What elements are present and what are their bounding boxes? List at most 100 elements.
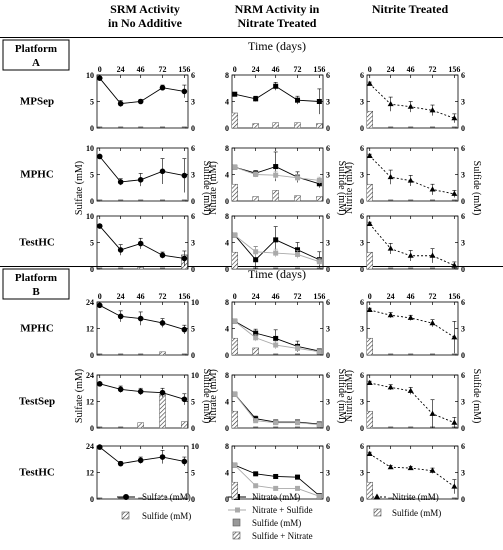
data-point (96, 302, 103, 309)
x-tick-label: 0 (98, 65, 102, 74)
data-point (429, 107, 436, 113)
y2-tick-label: 5 (191, 398, 195, 407)
sulfide-bar (137, 422, 144, 429)
panel-a-mphc-nit: 0 3 6 0 3 6 (360, 144, 465, 206)
plot-frame (366, 301, 459, 356)
y-tick-label: 8 (225, 144, 229, 153)
y-tick-label: 8 (225, 371, 229, 380)
data-point (451, 190, 458, 196)
legend-nrm-sulfide: Sulfide (mM) (252, 518, 301, 528)
y-tick-label: 4 (225, 171, 229, 180)
panel-b-testsep-nit: 0 3 6 0 3 6 (360, 371, 465, 433)
x-tick-label: 0 (233, 65, 237, 74)
y-tick-label: 0 (360, 197, 364, 206)
x-tick-label: 46 (407, 65, 415, 74)
y-tick-label: 3 (360, 469, 364, 478)
col-header-srm-line2: in No Additive (108, 16, 183, 30)
data-point (387, 384, 394, 390)
sulfide-bar (272, 122, 279, 129)
panel-b-testhc-srm: TestHC 0 12 24 0 5 10 (19, 442, 199, 504)
y-tick-label: 0 (225, 124, 229, 133)
data-point (181, 255, 188, 262)
y2-tick-label: 3 (461, 469, 465, 478)
data-point (253, 96, 259, 102)
y2-tick-label: 3 (461, 98, 465, 107)
y2-tick-label: 0 (326, 197, 330, 206)
data-point (96, 75, 103, 81)
legend-nrm-ns-marker (235, 507, 240, 513)
y2-tick-label: 6 (191, 212, 195, 221)
y2-tick-label: 5 (191, 469, 195, 478)
data-point (137, 177, 144, 183)
data-point (387, 245, 394, 251)
y-tick-label: 10 (86, 212, 94, 221)
y2-tick-label: 6 (461, 442, 465, 451)
y2-tick-label: 6 (461, 144, 465, 153)
data-point (137, 98, 144, 105)
y-tick-label: 0 (225, 495, 229, 504)
time-axis-title-b: Time (days) (248, 267, 306, 281)
sulfide-bar (294, 122, 301, 129)
data-point (181, 458, 188, 465)
y2-tick-label: 0 (461, 495, 465, 504)
legend-nrm-sulfide-swatch (232, 518, 241, 527)
y-tick-label: 5 (90, 171, 94, 180)
series-line (369, 309, 455, 338)
y2-tick-label: 3 (326, 469, 330, 478)
data-point (181, 396, 188, 403)
series-line (369, 223, 455, 266)
plot-frame (366, 147, 459, 202)
x-tick-label: 156 (178, 65, 190, 74)
legend-nrm-nitrate-sulfide: Nitrate + Sulfide (252, 505, 313, 515)
y2-tick-label: 10 (191, 371, 199, 380)
y-tick-label: 5 (90, 239, 94, 248)
data-point (387, 312, 394, 318)
y2-tick-label: 10 (191, 442, 199, 451)
plot-frame (231, 74, 324, 129)
data-point (316, 422, 322, 428)
y2-tick-label: 6 (326, 371, 330, 380)
data-point (316, 99, 322, 104)
panel-a-testhc-nrm: 0 4 8 0 3 6 (225, 212, 330, 274)
x-tick-label: 72 (159, 292, 167, 301)
data-point (117, 179, 124, 185)
legend-nit-sulfide: Sulfide (mM) (392, 508, 441, 518)
data-point (253, 335, 259, 341)
x-tick-label: 72 (294, 292, 302, 301)
data-point (181, 88, 188, 95)
data-point (96, 381, 103, 387)
panel-b-testsep-srm: TestSep 0 12 24 0 5 10 (19, 371, 199, 433)
y2-tick-label: 0 (191, 124, 195, 133)
data-point (273, 237, 279, 243)
legend-srm-sulfide-swatch (121, 511, 130, 520)
data-point (96, 223, 103, 229)
x-tick-label: 24 (117, 65, 125, 74)
data-point (96, 444, 103, 450)
data-point (253, 483, 259, 489)
y2-tick-label: 0 (461, 351, 465, 360)
y-tick-label: 24 (86, 298, 94, 307)
y-tick-label: 4 (225, 469, 229, 478)
sulfide-bar (366, 481, 373, 500)
y2-tick-label: 0 (326, 124, 330, 133)
data-point (295, 97, 301, 103)
y-tick-label: 0 (225, 351, 229, 360)
y2-tick-label: 6 (326, 71, 330, 80)
y-title-sulfide-nit-a: Sulfide (mM) (471, 161, 482, 216)
data-point (181, 326, 188, 333)
platform-a-line2: A (32, 57, 40, 69)
y-title-nitrite-b: Nitrite (mM) (344, 370, 355, 422)
data-point (273, 342, 279, 348)
y2-tick-label: 6 (191, 144, 195, 153)
y-tick-label: 6 (360, 442, 364, 451)
sulfide-bar (366, 410, 373, 429)
y2-tick-label: 3 (326, 171, 330, 180)
data-point (295, 485, 301, 491)
data-point (451, 262, 458, 268)
sulfide-bar (316, 196, 323, 202)
sulfide-bar (137, 266, 144, 270)
platform-a-box (2, 39, 70, 71)
y-tick-label: 4 (225, 98, 229, 107)
